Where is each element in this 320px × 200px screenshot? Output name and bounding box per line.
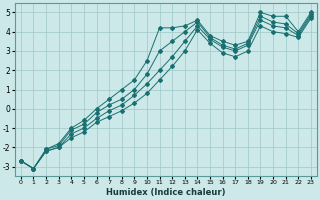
X-axis label: Humidex (Indice chaleur): Humidex (Indice chaleur) [106, 188, 226, 197]
